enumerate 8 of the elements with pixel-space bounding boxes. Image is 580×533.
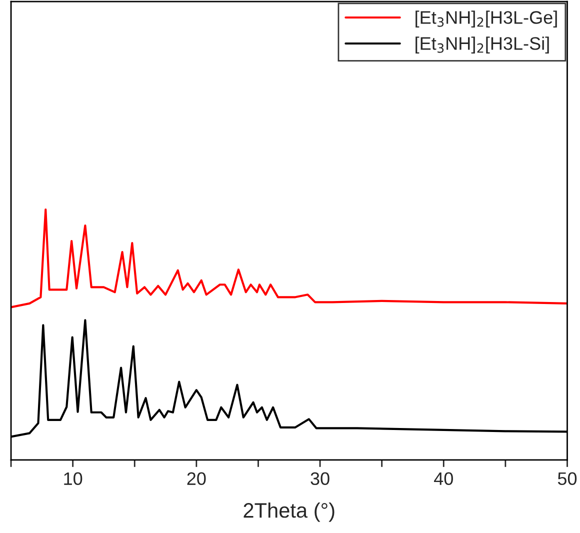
x-tick-label: 40 — [434, 472, 453, 486]
x-tick-label: 20 — [187, 472, 206, 486]
legend-label: [Et$_{3}$NH]$_{2}$[H3L-Ge] — [416, 10, 557, 28]
x-tick-label: 50 — [558, 472, 577, 486]
x-tick-label: 10 — [64, 472, 82, 486]
legend-label: [Et$_{3}$NH]$_{2}$[H3L-Si] — [416, 36, 549, 54]
x-tick-label: 30 — [310, 472, 330, 486]
x-axis-title: 2Theta (°) — [244, 502, 334, 522]
